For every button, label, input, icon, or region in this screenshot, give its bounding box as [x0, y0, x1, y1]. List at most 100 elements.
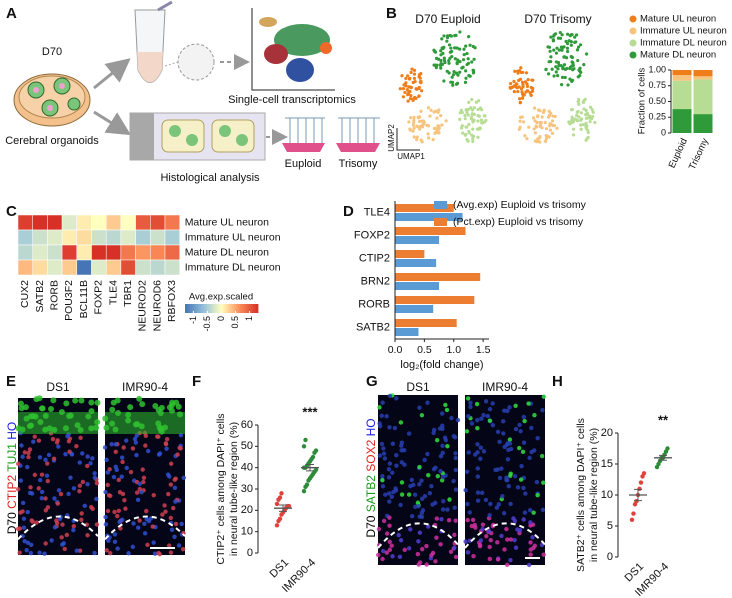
cell [137, 481, 143, 487]
cell [465, 396, 471, 401]
cell [175, 403, 182, 410]
umap-cell [465, 137, 469, 142]
cell [506, 483, 511, 489]
umap-cell [439, 53, 443, 57]
colorbar-slice [239, 304, 242, 313]
cell [381, 446, 386, 451]
panel-letter: E [6, 373, 16, 390]
umap-cell [583, 97, 587, 101]
cell [115, 546, 120, 551]
stain-name: SOX2 [364, 439, 378, 471]
heat-cell [135, 259, 151, 276]
cell [173, 476, 178, 481]
cell [468, 400, 473, 406]
plot-axes [251, 8, 335, 91]
umap-cell [476, 107, 480, 112]
cell [390, 470, 395, 475]
cell [431, 427, 437, 433]
umap-cell [460, 66, 464, 70]
boundary [17, 515, 99, 540]
cell [85, 533, 90, 538]
cell [381, 548, 386, 554]
umap-cell [462, 47, 466, 51]
colorbar-slice [206, 304, 210, 313]
data-point [286, 503, 292, 509]
column-label: FOXP2 [93, 280, 105, 315]
cell [22, 539, 27, 544]
umap-cell [466, 57, 470, 61]
umap-cell [439, 114, 443, 118]
cell [26, 450, 31, 456]
cell [162, 503, 167, 508]
cell [426, 524, 431, 529]
umap-cell [450, 80, 455, 84]
umap-cell [456, 58, 460, 62]
data-point [301, 488, 307, 494]
image-label: DS1 [46, 380, 70, 394]
cell [467, 510, 472, 515]
cluster [286, 58, 314, 82]
colorbar-slice [217, 304, 221, 313]
cell [117, 490, 123, 495]
umap-cell [412, 72, 417, 76]
cell [66, 439, 72, 444]
bar-segment [693, 70, 713, 77]
umap-cell [548, 49, 552, 53]
cell [386, 467, 392, 472]
cell [521, 440, 527, 445]
heat-cell [91, 244, 107, 261]
cell [180, 547, 186, 552]
umap-cell [528, 91, 532, 95]
umap-cell [544, 127, 549, 131]
umap-title: D70 Trisomy [524, 12, 591, 26]
cell [406, 431, 412, 436]
umap-cell [568, 34, 572, 38]
micrograph-bg [378, 395, 458, 565]
umap-cell [548, 128, 553, 132]
cell [440, 474, 446, 480]
cell [124, 438, 129, 443]
cell [449, 415, 454, 421]
umap-cell [471, 127, 475, 131]
umap-cell [470, 118, 475, 122]
x-tick-label: 1.5 [476, 344, 491, 356]
fiber-layer [18, 412, 98, 434]
y-tick-label: 0.50 [648, 96, 666, 106]
umap-cell [557, 63, 561, 68]
cell [402, 547, 407, 553]
cell [512, 537, 517, 543]
cell [48, 405, 55, 412]
colorbar-tick-label: -0.5 [202, 316, 212, 332]
error-bar [659, 454, 667, 461]
umap-cell [580, 117, 584, 121]
umap-cell [563, 75, 567, 80]
cell [90, 506, 95, 512]
ventricle [336, 143, 380, 152]
cell [104, 548, 110, 553]
legend-marker [629, 39, 637, 47]
cell [92, 475, 97, 480]
cluster [274, 24, 330, 56]
cell [30, 519, 35, 524]
umap-cell [412, 68, 417, 72]
umap-cell [464, 44, 468, 48]
arrow [93, 58, 131, 90]
cell [168, 515, 174, 521]
cell [18, 405, 25, 412]
umap-cell [591, 114, 595, 119]
umap-cell [471, 68, 475, 72]
umap-cell [550, 119, 555, 123]
cell [20, 500, 26, 506]
cell [141, 475, 147, 480]
umap-cell [558, 36, 563, 40]
cell [151, 540, 156, 545]
umap-cell [449, 34, 453, 38]
cell [31, 439, 36, 444]
stain-label: D70 CTIP2 TUJ1 HO [5, 422, 19, 535]
cell [387, 523, 392, 528]
cell [399, 460, 404, 465]
data-point [631, 511, 636, 516]
umap-cell [571, 78, 575, 82]
cell [58, 491, 64, 497]
